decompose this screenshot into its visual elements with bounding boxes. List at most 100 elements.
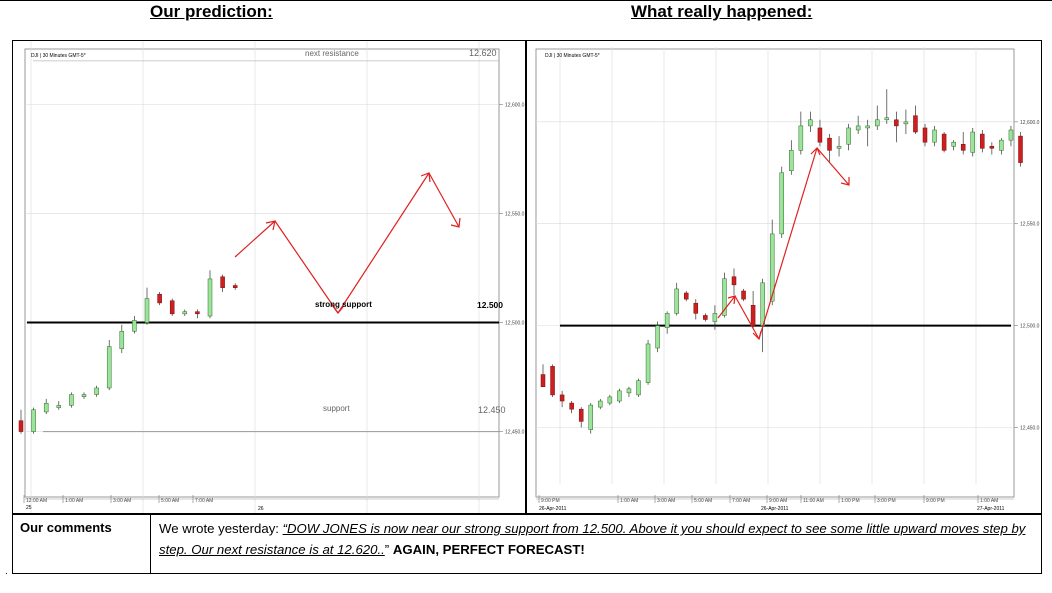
support-label: support [323, 404, 350, 413]
candle-body-up [598, 400, 603, 408]
actual-plot-frame [535, 48, 1015, 498]
x-tick-label: 11:00 AM [803, 498, 824, 504]
candle-body-up [722, 278, 727, 316]
candle [1018, 132, 1023, 167]
candle-body-down [157, 293, 162, 304]
candle-body-up [884, 117, 890, 121]
candle-body-up [636, 380, 641, 396]
candle [769, 219, 775, 306]
candle-body-down [232, 285, 238, 288]
candle [578, 407, 584, 428]
x-tick-label: 1:00 AM [65, 498, 83, 504]
comments-box: Our comments We wrote yesterday: “DOW JO… [12, 514, 1042, 574]
candle [18, 409, 24, 434]
candle-body-up [106, 346, 112, 389]
prediction-forecast-arrows [234, 172, 461, 314]
candle [875, 105, 880, 130]
candle-body-down [894, 119, 899, 127]
candle-body-up [951, 141, 956, 147]
actual-date-3: 27-Apr-2011 [977, 506, 1005, 512]
x-tick-label: 3:00 PM [877, 498, 896, 504]
candle-body-up [769, 233, 775, 302]
x-tick-label: 9:00 AM [769, 498, 787, 504]
candle [645, 339, 651, 385]
candle [664, 311, 670, 334]
candle [932, 125, 937, 147]
candle [157, 292, 162, 306]
candle-body-down [741, 290, 746, 300]
candle [808, 111, 813, 133]
candle [626, 386, 632, 397]
candle [220, 274, 225, 293]
candle-body-up [182, 311, 188, 315]
y-tick-label: 12,450.0 [1020, 426, 1040, 432]
candle-body-up [970, 131, 975, 153]
candle-body-up [875, 119, 880, 127]
candle [779, 166, 784, 238]
candle-body-up [836, 146, 842, 149]
x-tick-label: 3:00 AM [657, 498, 675, 504]
candle-body-up [119, 331, 125, 349]
candle [119, 324, 125, 354]
candle [684, 290, 689, 302]
strong-support-label: strong support [315, 300, 372, 309]
x-tick-label: 1:00 PM [841, 498, 860, 504]
x-tick-label: 1:00 AM [980, 498, 998, 504]
comments-quote: “DOW JONES is now near our strong suppor… [159, 521, 1026, 557]
candle-body-down [569, 402, 574, 410]
candle-body-up [1008, 129, 1014, 141]
candle-body-down [169, 300, 175, 315]
candle [817, 119, 823, 147]
candle-body-up [69, 394, 74, 406]
candle-body-up [43, 402, 49, 413]
candle [999, 138, 1004, 155]
candle-body-down [693, 302, 699, 314]
candle [106, 340, 112, 391]
comments-close-quote: ” [384, 542, 393, 557]
candle-body-down [195, 311, 200, 315]
candle-body-up [144, 298, 150, 323]
y-tick-label: 12,500.0 [1020, 324, 1040, 330]
actual-chart: DJI | 30 Minutes GMT-5* 12,600.0 12,550.0… [535, 47, 1040, 512]
candle-body-down [980, 133, 985, 149]
candle [741, 288, 746, 302]
candle [836, 136, 842, 157]
candle-body-down [220, 276, 225, 288]
candle [674, 282, 679, 316]
candle [913, 105, 918, 135]
candle-body-up [808, 119, 813, 127]
y-tick-label: 12,550.0 [1020, 222, 1040, 228]
candle [636, 378, 641, 397]
comments-intro: We wrote yesterday: [159, 521, 283, 536]
candle-body-down [559, 394, 565, 402]
candle-body-up [207, 278, 213, 317]
candle-body-down [922, 127, 928, 143]
x-tick-label: 1:00 AM [620, 498, 638, 504]
candle-body-down [731, 276, 737, 286]
next-resistance-value: 12.620 [469, 48, 497, 58]
candle [598, 398, 603, 410]
prediction-left-date: 25 [26, 505, 32, 511]
strong-support-value: 12.500 [477, 300, 503, 310]
prediction-chart: DJI | 30 Minutes GMT-5* next resistance … [18, 41, 525, 513]
candle [607, 394, 613, 406]
candle [731, 268, 737, 296]
footer-mark: . [5, 566, 8, 577]
candle-body-down [827, 137, 832, 151]
actual-forecast-arrows [717, 146, 850, 341]
y-tick-label: 12,550.0 [505, 212, 525, 218]
next-resistance-label: next resistance [305, 49, 359, 58]
actual-panel: DJI | 30 Minutes GMT-5* 12,600.0 12,550.0… [526, 40, 1042, 514]
candle [588, 403, 593, 434]
candle-body-up [655, 325, 660, 349]
candle [894, 111, 899, 143]
actual-heading: What really happened: [631, 2, 813, 21]
candle [31, 407, 36, 434]
candle-body-up [779, 172, 784, 235]
candle-body-up [607, 396, 613, 404]
candle [970, 127, 975, 157]
candle [750, 290, 756, 328]
candle-body-up [588, 404, 593, 430]
candle-body-up [932, 129, 937, 143]
candle [94, 385, 99, 397]
